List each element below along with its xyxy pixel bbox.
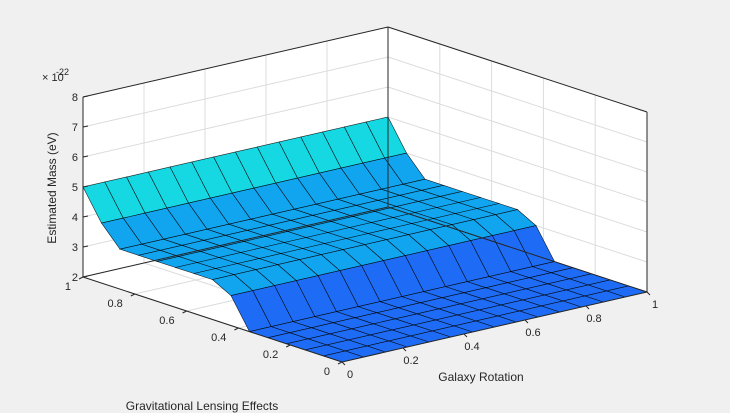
z-tick-label: 8 [72,92,78,104]
y-tick-label: 0.2 [263,349,278,361]
x-tick-mark [585,305,590,310]
z-tick-mark [82,245,89,248]
z-tick-label: 6 [72,152,78,164]
z-exponent-multiplier: × 10 [42,72,64,84]
z-tick-mark [82,215,89,218]
axes-edge [82,26,389,98]
z-axis-label: Estimated Mass (eV) [45,132,59,243]
z-tick-mark [82,275,89,278]
x-tick-label: 0 [347,369,353,381]
x-tick-label: 1 [652,299,658,311]
x-axis-label: Galaxy Rotation [438,370,523,384]
x-tick-label: 0.6 [525,327,540,339]
z-tick-label: 5 [72,182,78,194]
y-tick-mark [234,327,239,331]
x-tick-mark [463,333,468,338]
x-tick-label: 0.4 [464,341,479,353]
axes-edge [341,291,648,363]
z-exponent: -22 [56,67,69,77]
surface-mesh [82,116,649,363]
axes-box [82,26,648,363]
z-tick-label: 4 [72,212,78,224]
y-axis-label: Gravitational Lensing Effects [126,399,279,413]
x-tick-mark [402,347,407,352]
axes-edge [387,26,648,113]
axes-edge [82,206,389,278]
z-tick-mark [82,95,89,98]
axes-edge [82,276,343,363]
z-tick-label: 3 [72,242,78,254]
y-tick-label: 0.4 [211,332,226,344]
axes-edge [387,206,648,293]
z-tick-mark [82,155,89,158]
z-tick-label: 7 [72,122,78,134]
y-tick-mark [78,276,84,280]
y-tick-mark [182,310,187,314]
y-tick-mark [130,293,136,297]
z-tick-mark [82,185,89,188]
x-tick-mark [341,361,346,366]
z-tick-label: 2 [72,272,78,284]
x-tick-mark [646,291,651,296]
y-tick-mark [337,361,343,365]
y-tick-label: 0 [324,366,330,378]
x-tick-label: 0.8 [586,313,601,325]
x-tick-label: 0.2 [403,355,418,367]
y-tick-label: 0.6 [159,315,174,327]
y-tick-label: 1 [65,281,71,293]
y-tick-label: 0.8 [108,298,123,310]
x-tick-mark [524,319,529,324]
y-tick-mark [285,344,291,348]
z-tick-mark [82,125,89,128]
